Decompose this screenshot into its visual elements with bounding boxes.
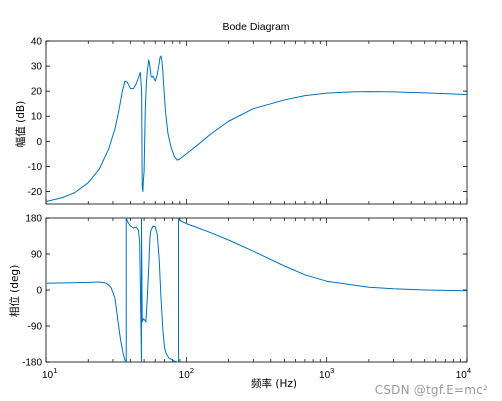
y-tick-label: 40	[31, 37, 43, 48]
phase-panel: 180 90 0 -90 -180 101 102 103 104 相位 (deg) 频率 (…	[8, 214, 471, 391]
y-tick-label: 0	[36, 286, 42, 297]
x-axis-label: 频率 (Hz)	[251, 377, 297, 390]
magnitude-panel: Bode Diagram 40 30 20 10 0 -10 -20 幅值 (dB)	[14, 21, 468, 205]
x-tick-label: 102	[179, 366, 194, 381]
x-tick-label: 101	[42, 366, 57, 381]
y-tick-label: 10	[31, 112, 43, 123]
y-tick-label: 20	[31, 87, 43, 98]
y-tick-label: 180	[25, 214, 42, 225]
y-tick-label: 90	[31, 250, 43, 261]
y-tick-label: -90	[28, 322, 43, 333]
y-tick-label: -10	[28, 162, 43, 173]
chart-title: Bode Diagram	[222, 21, 289, 33]
y-tick-label: -20	[28, 187, 43, 198]
magnitude-y-ticks: 40 30 20 10 0 -10 -20	[28, 37, 467, 198]
phase-axes-frame	[45, 217, 468, 363]
x-tick-label: 103	[319, 366, 334, 381]
magnitude-y-axis-label: 幅值 (dB)	[14, 101, 27, 147]
phase-series-line	[45, 217, 468, 363]
magnitude-x-ticks	[45, 41, 468, 204]
y-tick-label: 30	[31, 62, 43, 73]
phase-y-axis-label: 相位 (deg)	[8, 265, 21, 317]
watermark: CSDN @tgf.E=mc²	[374, 383, 488, 397]
magnitude-series-line	[45, 55, 468, 202]
y-tick-label: 0	[36, 137, 42, 148]
phase-x-ticks: 101 102 103 104	[42, 218, 471, 381]
phase-y-ticks: 180 90 0 -90 -180	[22, 214, 467, 369]
magnitude-axes-frame	[45, 40, 468, 205]
x-tick-label: 104	[456, 366, 471, 381]
y-tick-label: -180	[22, 358, 42, 369]
